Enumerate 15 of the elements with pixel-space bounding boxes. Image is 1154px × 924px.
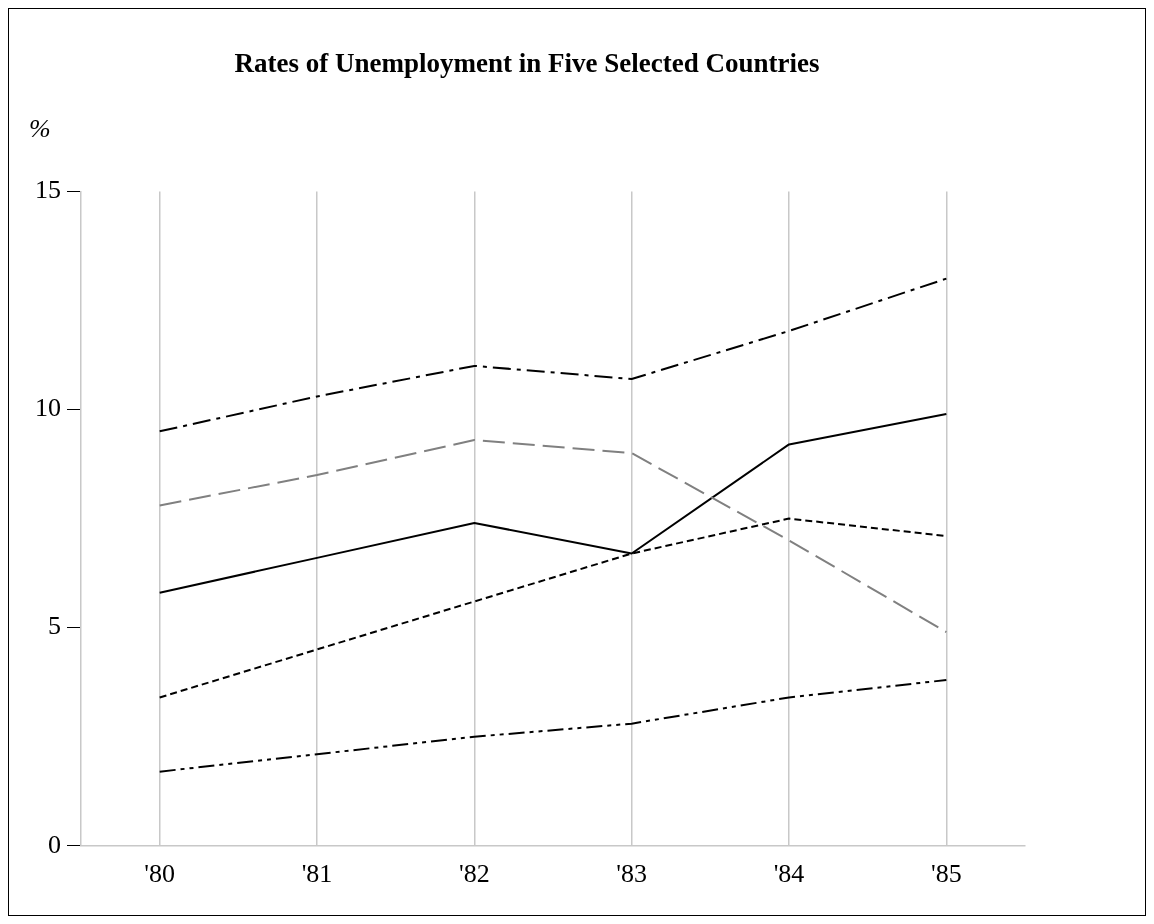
y-axis-title: %: [29, 114, 51, 144]
x-tick-label: '81: [301, 859, 333, 889]
x-tick-label: '84: [773, 859, 805, 889]
x-tick-label: '83: [616, 859, 648, 889]
line-series: [158, 439, 948, 634]
y-tick-label: 10: [35, 393, 61, 423]
y-tick-label: 5: [48, 611, 61, 641]
x-tick-label: '82: [458, 859, 490, 889]
y-tick-label: 15: [35, 175, 61, 205]
x-tick-label: '80: [144, 859, 176, 889]
y-tick-label: 0: [48, 829, 61, 859]
line-series: [158, 679, 948, 773]
chart-title: Rates of Unemployment in Five Selected Countries: [234, 48, 820, 79]
x-tick-label: '85: [930, 859, 962, 889]
line-series: [158, 277, 948, 433]
